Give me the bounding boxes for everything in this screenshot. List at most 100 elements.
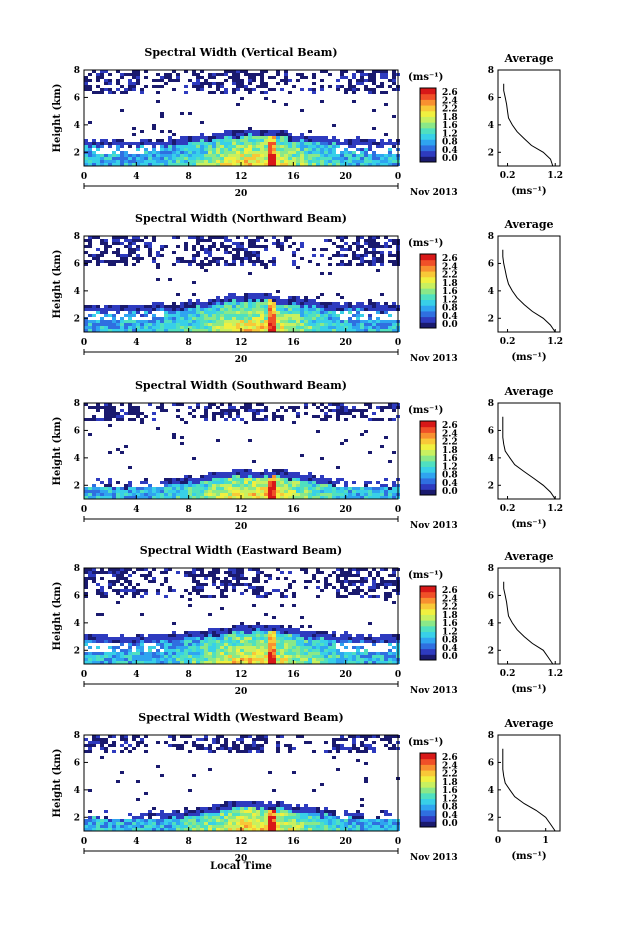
heat-cell: [200, 323, 204, 326]
heat-cell: [160, 326, 164, 329]
heat-cell: [340, 260, 344, 263]
heat-cell: [316, 652, 320, 655]
heat-cell: [232, 819, 236, 822]
heat-cell: [372, 661, 376, 664]
heat-cell: [180, 744, 184, 747]
heat-cell: [252, 293, 256, 296]
heat-cell: [244, 323, 248, 326]
heat-cell: [364, 661, 368, 664]
heat-cell: [208, 403, 212, 406]
heat-cell: [156, 308, 160, 311]
colorbar-tick-label: 0.8: [442, 636, 458, 646]
heat-cell: [332, 658, 336, 661]
heat-cell: [300, 136, 304, 139]
heat-cell: [304, 136, 308, 139]
heat-cell: [276, 326, 280, 329]
heat-cell: [312, 825, 316, 828]
heat-cell: [132, 819, 136, 822]
heat-cell: [176, 145, 180, 148]
heat-cell: [240, 257, 244, 260]
heat-cell: [100, 323, 104, 326]
heat-cell: [316, 263, 320, 266]
heat-cell: [268, 655, 272, 658]
heat-cell: [316, 481, 320, 484]
heat-cell: [256, 577, 260, 580]
heat-cell: [324, 70, 328, 73]
heat-cell: [316, 142, 320, 145]
heat-cell: [104, 571, 108, 574]
heat-cell: [144, 661, 148, 664]
heat-cell: [272, 634, 276, 637]
heat-cell: [204, 649, 208, 652]
heat-cell: [288, 813, 292, 816]
heat-cell: [388, 634, 392, 637]
heat-cell: [384, 326, 388, 329]
heat-cell: [208, 406, 212, 409]
heat-cell: [108, 145, 112, 148]
heat-cell: [328, 272, 332, 275]
heat-cell: [256, 649, 260, 652]
heat-cell: [260, 157, 264, 160]
heat-cell: [92, 487, 96, 490]
heat-cell: [212, 628, 216, 631]
heat-cell: [256, 661, 260, 664]
heat-cell: [380, 82, 384, 85]
heat-cell: [112, 163, 116, 166]
heat-cell: [208, 595, 212, 598]
heat-cell: [156, 649, 160, 652]
heat-cell: [116, 248, 120, 251]
heat-cell: [116, 260, 120, 263]
heat-cell: [360, 79, 364, 82]
heat-cell: [300, 308, 304, 311]
colorbar-segment: [420, 597, 436, 604]
heat-cell: [320, 320, 324, 323]
heat-cell: [248, 305, 252, 308]
heat-cell: [208, 750, 212, 753]
heat-cell: [380, 70, 384, 73]
heat-cell: [280, 142, 284, 145]
heat-cell: [92, 484, 96, 487]
heat-cell: [260, 478, 264, 481]
heat-cell: [88, 574, 92, 577]
heat-cell: [340, 409, 344, 412]
heat-cell: [280, 661, 284, 664]
heat-cell: [92, 634, 96, 637]
heat-cell: [372, 260, 376, 263]
heat-cell: [120, 326, 124, 329]
heat-cell: [200, 329, 204, 332]
heat-cell: [332, 311, 336, 314]
heat-cell: [148, 245, 152, 248]
heat-cell: [264, 643, 268, 646]
heat-cell: [360, 302, 364, 305]
heat-cell: [348, 320, 352, 323]
heat-cell: [224, 151, 228, 154]
heat-cell: [176, 484, 180, 487]
colorbar-segment: [420, 144, 436, 152]
heat-cell: [292, 652, 296, 655]
avg-y-tick-label: 8: [488, 399, 494, 409]
heat-cell: [300, 816, 304, 819]
heat-cell: [272, 813, 276, 816]
heat-cell: [260, 73, 264, 76]
heat-cell: [116, 163, 120, 166]
y-tick-label: 2: [74, 481, 80, 491]
heat-cell: [280, 160, 284, 163]
heat-cell: [376, 481, 380, 484]
heat-cell: [208, 478, 212, 481]
heat-cell: [248, 403, 252, 406]
heat-cell: [112, 658, 116, 661]
heat-cell: [176, 139, 180, 142]
heat-cell: [228, 136, 232, 139]
heat-cell: [176, 257, 180, 260]
heat-cell: [92, 418, 96, 421]
heat-cell: [104, 487, 108, 490]
heat-cell: [164, 163, 168, 166]
heat-cell: [148, 646, 152, 649]
heat-cell: [232, 317, 236, 320]
heat-cell: [392, 451, 396, 454]
heat-cell: [84, 403, 88, 406]
heat-cell: [296, 302, 300, 305]
heat-cell: [268, 136, 272, 139]
heat-cell: [324, 577, 328, 580]
heat-cell: [296, 810, 300, 813]
